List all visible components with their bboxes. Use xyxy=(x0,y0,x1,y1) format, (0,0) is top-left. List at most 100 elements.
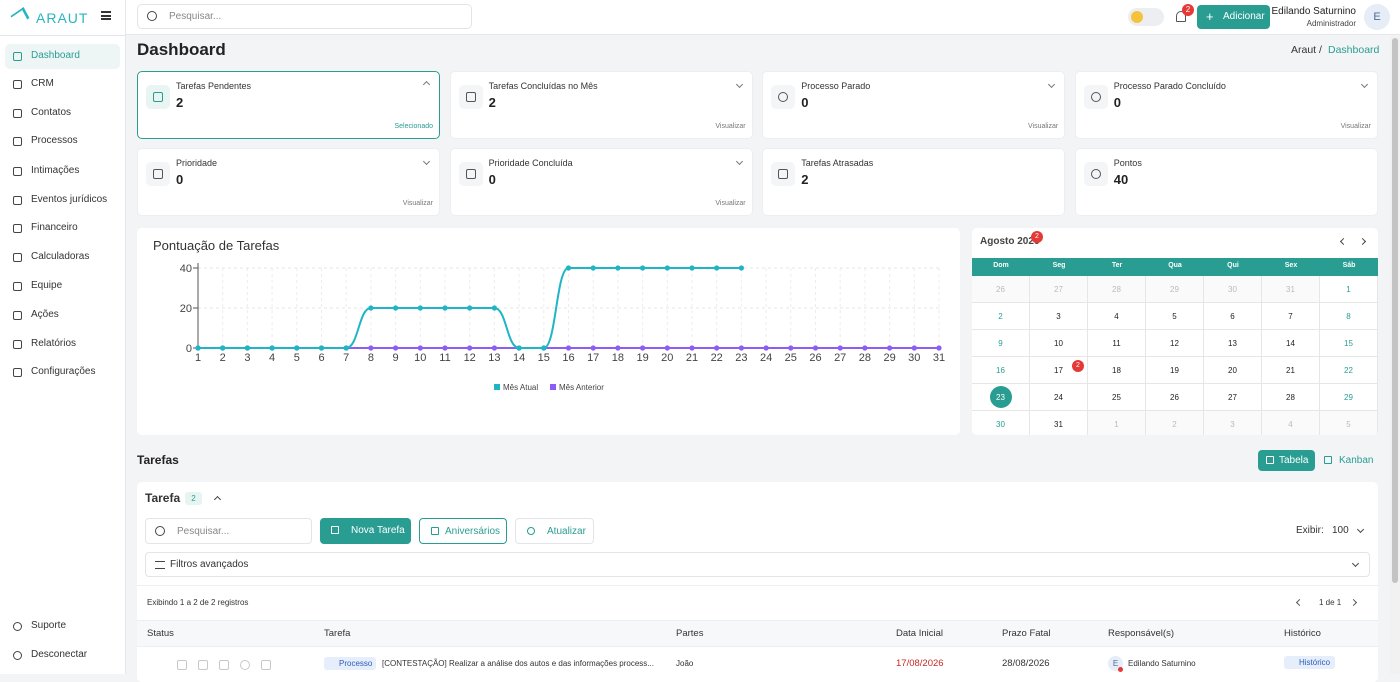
calendar-day[interactable]: 4 xyxy=(1088,303,1146,330)
calendar-day[interactable]: 9 xyxy=(972,330,1030,357)
calendar-day[interactable]: 24 xyxy=(1030,384,1088,411)
calendar-day[interactable]: 1 xyxy=(1320,276,1378,303)
advanced-filters[interactable]: Filtros avançados xyxy=(145,552,1370,577)
calendar-day[interactable]: 16 xyxy=(972,357,1030,384)
view-toggle[interactable]: Tabela xyxy=(1258,450,1315,471)
day-number: 8 xyxy=(1346,312,1351,321)
calendar-day[interactable]: 13 xyxy=(1204,330,1262,357)
stat-card[interactable]: Prioridade 0 Visualizar xyxy=(137,148,440,216)
calendar-day[interactable]: 31 xyxy=(1030,411,1088,435)
toolbar-button[interactable]: Nova Tarefa xyxy=(320,518,411,544)
calendar-day[interactable]: 28 xyxy=(1088,276,1146,303)
calendar-day[interactable]: 29 xyxy=(1146,276,1204,303)
card-label: Processo Parado Concluído xyxy=(1113,81,1226,91)
calendar-day[interactable]: 26 xyxy=(1146,384,1204,411)
sidebar-item[interactable]: Processos xyxy=(5,129,120,154)
calendar-day[interactable]: 19 xyxy=(1146,357,1204,384)
calendar-day[interactable]: 20 xyxy=(1204,357,1262,384)
calendar-day[interactable]: 5 xyxy=(1146,303,1204,330)
calendar-day[interactable]: 30 xyxy=(1204,276,1262,303)
stat-card[interactable]: Pontos 40 xyxy=(1074,148,1378,216)
status-icon[interactable] xyxy=(240,660,250,670)
calendar-day[interactable]: 29 xyxy=(1320,384,1378,411)
calendar-day[interactable]: 28 xyxy=(1262,384,1320,411)
toolbar-button[interactable]: Atualizar xyxy=(515,518,594,544)
brand: ARAUT xyxy=(36,10,89,26)
status-icon[interactable] xyxy=(198,660,208,670)
card-icon-glyph xyxy=(778,92,789,102)
calendar-day[interactable]: 27 xyxy=(1030,276,1088,303)
calendar-day[interactable]: 27 xyxy=(1204,384,1262,411)
view-label: Tabela xyxy=(1279,455,1309,466)
stat-card[interactable]: Tarefas Atrasadas 2 xyxy=(762,148,1066,216)
card-value: 0 xyxy=(176,172,184,187)
stat-card[interactable]: Processo Parado 0 Visualizar xyxy=(762,71,1066,139)
calendar-day[interactable]: 11 xyxy=(1088,330,1146,357)
sidebar-item[interactable]: Calculadoras xyxy=(5,245,120,270)
calendar-day[interactable]: 17 2 xyxy=(1030,357,1088,384)
page-next[interactable] xyxy=(1349,598,1358,607)
calendar-day[interactable]: 12 xyxy=(1146,330,1204,357)
search-box[interactable]: Pesquisar... xyxy=(137,4,472,29)
sidebar-item[interactable]: Dashboard xyxy=(5,44,120,69)
card-value: 0 xyxy=(1113,95,1122,110)
status-icon[interactable] xyxy=(177,660,187,670)
calendar-day[interactable]: 14 xyxy=(1262,330,1320,357)
panel-collapse[interactable] xyxy=(213,495,222,504)
calendar-day[interactable]: 3 xyxy=(1204,411,1262,435)
calendar-day[interactable]: 7 xyxy=(1262,303,1320,330)
search-icon xyxy=(155,526,165,536)
history-button[interactable]: Histórico xyxy=(1284,656,1336,669)
calendar-day[interactable]: 25 xyxy=(1088,384,1146,411)
sidebar-item[interactable]: Eventos jurídicos xyxy=(5,188,120,213)
stat-card[interactable]: Prioridade Concluída 0 Visualizar xyxy=(449,148,753,216)
calendar-day[interactable]: 1 xyxy=(1088,411,1146,435)
sidebar-footer-item[interactable]: Desconectar xyxy=(5,643,120,668)
calendar-day[interactable]: 26 xyxy=(972,276,1030,303)
status-icon[interactable] xyxy=(219,660,229,670)
day-number: 3 xyxy=(1056,312,1061,321)
stat-card[interactable]: Tarefas Pendentes 2 Selecionado xyxy=(137,71,440,139)
bell[interactable] xyxy=(1176,11,1186,22)
calendar-day[interactable]: 31 xyxy=(1262,276,1320,303)
calendar-day[interactable]: 22 xyxy=(1320,357,1378,384)
legend-swatch xyxy=(550,384,556,390)
calendar-day[interactable]: 5 xyxy=(1320,411,1378,435)
calendar-day[interactable]: 23 xyxy=(972,384,1030,411)
sidebar-item[interactable]: Financeiro xyxy=(5,216,120,241)
toolbar-button[interactable]: Aniversários xyxy=(419,518,507,544)
calendar-day[interactable]: 10 xyxy=(1030,330,1088,357)
calendar-day[interactable]: 8 xyxy=(1320,303,1378,330)
sidebar-item[interactable]: Contatos xyxy=(5,101,120,126)
page-size[interactable]: 100 xyxy=(1332,525,1349,536)
view-toggle[interactable]: Kanban xyxy=(1316,450,1378,471)
calendar-day[interactable]: 2 xyxy=(1146,411,1204,435)
sidebar-footer-item[interactable]: Suporte xyxy=(5,614,120,639)
column-header: Prazo Fatal xyxy=(1002,628,1051,639)
sidebar-item[interactable]: Relatórios xyxy=(5,332,120,357)
calendar-day[interactable]: 30 xyxy=(972,411,1030,435)
sidebar-item[interactable]: Equipe xyxy=(5,274,120,299)
calendar-prev[interactable] xyxy=(1339,237,1348,246)
calendar-day[interactable]: 18 xyxy=(1088,357,1146,384)
add-button[interactable]: + Adicionar xyxy=(1197,5,1270,29)
task-search[interactable]: Pesquisar... xyxy=(145,518,312,544)
sidebar-label: Contatos xyxy=(31,107,72,118)
calendar-day[interactable]: 15 xyxy=(1320,330,1378,357)
sidebar-item[interactable]: Configurações xyxy=(5,360,120,385)
sidebar-item[interactable]: Ações xyxy=(5,303,120,328)
calendar-day[interactable]: 6 xyxy=(1204,303,1262,330)
sidebar-item[interactable]: Intimações xyxy=(5,159,120,184)
calendar-day[interactable]: 2 xyxy=(972,303,1030,330)
stat-card[interactable]: Tarefas Concluídas no Mês 2 Visualizar xyxy=(449,71,753,139)
menu-toggle[interactable] xyxy=(101,11,111,20)
calendar-day[interactable]: 21 xyxy=(1262,357,1320,384)
calendar-next[interactable] xyxy=(1358,237,1367,246)
status-icon[interactable] xyxy=(261,660,271,670)
page-prev[interactable] xyxy=(1295,598,1304,607)
calendar-day[interactable]: 3 xyxy=(1030,303,1088,330)
avatar[interactable]: E xyxy=(1364,4,1390,30)
calendar-day[interactable]: 4 xyxy=(1262,411,1320,435)
sidebar-item[interactable]: CRM xyxy=(5,72,120,97)
stat-card[interactable]: Processo Parado Concluído 0 Visualizar xyxy=(1074,71,1378,139)
